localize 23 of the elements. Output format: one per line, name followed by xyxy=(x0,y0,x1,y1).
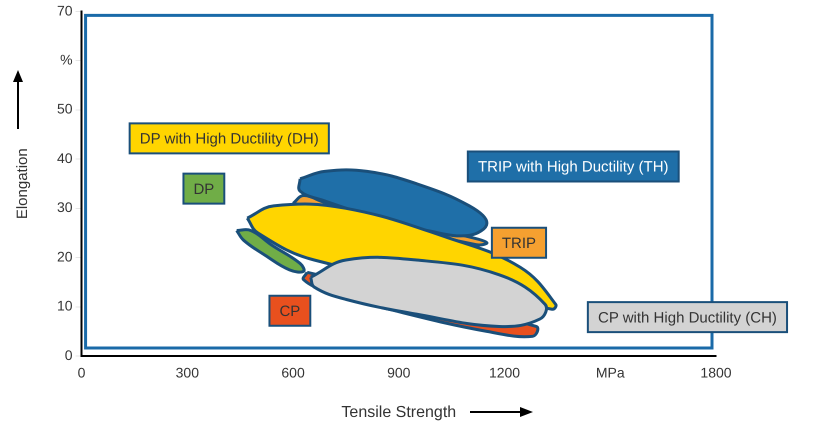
x-tick-label: 0 xyxy=(78,364,86,380)
y-tick-label: 70 xyxy=(56,2,73,18)
x-tick-label: 1800 xyxy=(700,364,732,380)
y-tick-label: 10 xyxy=(56,298,73,314)
y-tick-label: 30 xyxy=(56,199,73,216)
y-tick-label: 40 xyxy=(56,150,73,166)
y-tick-label: 20 xyxy=(56,248,73,264)
text: DP with High Ductility (DH) xyxy=(140,130,319,148)
series-label: CP xyxy=(279,302,300,320)
x-tick-label: 1200 xyxy=(488,364,520,380)
y-tick-label: 0 xyxy=(64,346,73,363)
x-axis-title: Tensile Strength xyxy=(341,404,456,421)
y-tick-label: 50 xyxy=(56,100,73,117)
text: TRIP with High Ductility (TH) xyxy=(478,158,669,176)
text: CP with High Ductility (CH) xyxy=(598,309,777,326)
series-label: TRIP xyxy=(502,234,536,252)
x-tick-label: 600 xyxy=(281,364,305,380)
x-tick-label: 900 xyxy=(387,364,411,380)
x-tick-label: MPa xyxy=(596,364,625,380)
text: DP xyxy=(193,180,214,198)
y-axis-title: Elongation xyxy=(14,148,32,220)
y-tick-label: % xyxy=(60,51,73,68)
x-tick-label: 300 xyxy=(176,364,200,380)
